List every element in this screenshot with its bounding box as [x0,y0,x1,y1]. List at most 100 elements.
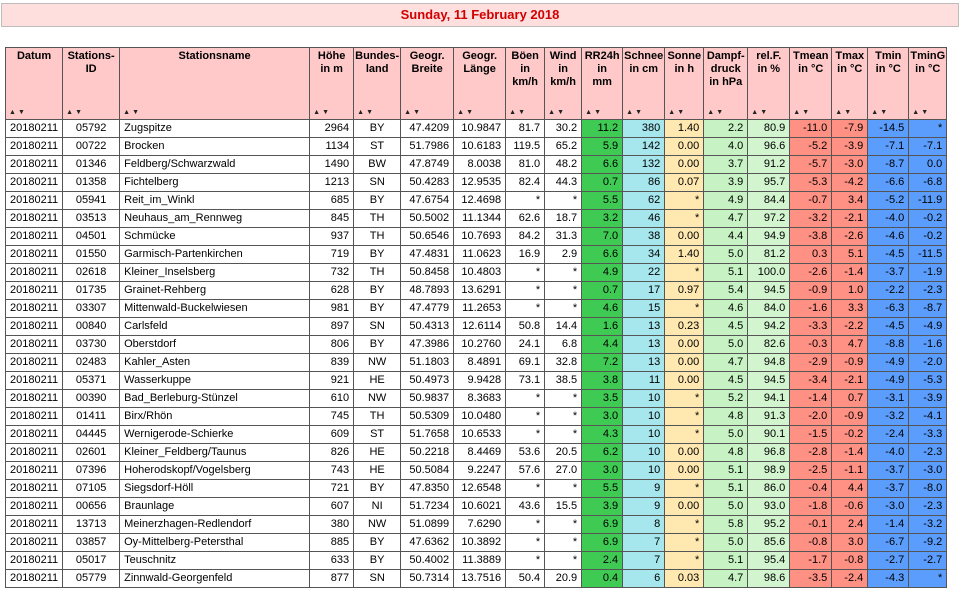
cell-relf: 95.4 [747,551,791,570]
sort-desc-icon[interactable]: ▼ [366,109,375,116]
sort-desc-icon[interactable]: ▼ [921,109,931,116]
sort-asc-icon[interactable]: ▲ [313,109,323,116]
column-header-tmax[interactable]: Tmax in °C ▲▼ [831,47,869,120]
cell-stationsname: Schmücke [119,227,311,246]
cell-stationsname: Kleiner_Feldberg/Taunus [119,443,311,462]
sort-desc-icon[interactable]: ▼ [518,109,527,116]
sort-asc-icon[interactable]: ▲ [509,109,519,116]
cell-stationsname: Zugspitze [119,119,311,138]
sort-desc-icon[interactable]: ▼ [557,109,566,116]
cell-tmax: -0.9 [831,353,869,372]
cell-boeen: 43.6 [505,497,546,516]
cell-bundesland: BY [353,551,402,570]
cell-tming: 0.0 [908,155,948,174]
sort-asc-icon[interactable]: ▲ [912,109,922,116]
sort-desc-icon[interactable]: ▼ [716,109,726,116]
sort-asc-icon[interactable]: ▲ [123,109,133,116]
sort-asc-icon[interactable]: ▲ [404,109,414,116]
sort-desc-icon[interactable]: ▼ [466,109,475,116]
cell-geogr-breite: 50.5309 [400,407,455,426]
cell-boeen: * [505,551,546,570]
sort-desc-icon[interactable]: ▼ [17,109,27,116]
column-header-boeen[interactable]: Böen in km/h ▲▼ [505,47,546,120]
sort-desc-icon[interactable]: ▼ [844,109,854,116]
sort-asc-icon[interactable]: ▲ [793,109,803,116]
sort-asc-icon[interactable]: ▲ [626,109,636,116]
cell-wind: 27.0 [544,461,583,480]
cell-tmax: -0.2 [831,425,869,444]
column-header-sonne[interactable]: Sonne in h ▲▼ [664,47,705,120]
cell-boeen: 62.6 [505,209,546,228]
sort-asc-icon[interactable]: ▲ [871,109,881,116]
column-header-bundesland[interactable]: Bundes- land ▲▼ [353,47,402,120]
cell-schnee: 34 [622,245,666,264]
cell-stations-id: 04445 [62,425,121,444]
sort-desc-icon[interactable]: ▼ [413,109,422,116]
sort-asc-icon[interactable]: ▲ [548,109,558,116]
cell-stationsname: Birx/Rhön [119,407,311,426]
sort-desc-icon[interactable]: ▼ [760,109,770,116]
cell-tming: * [908,119,948,138]
cell-hoehe: 937 [309,227,355,246]
column-header-datum[interactable]: Datum ▲▼ [4,47,64,120]
cell-stationsname: Kahler_Asten [119,353,311,372]
cell-geogr-laenge: 13.7516 [453,569,507,588]
sort-asc-icon[interactable]: ▲ [835,109,845,116]
cell-wind: 65.2 [544,137,583,156]
cell-tmean: -1.5 [789,425,833,444]
sort-asc-icon[interactable]: ▲ [707,109,717,116]
cell-wind: 30.2 [544,119,583,138]
sort-desc-icon[interactable]: ▼ [594,109,603,116]
column-header-schnee[interactable]: Schnee in cm ▲▼ [622,47,666,120]
cell-tmax: -0.8 [831,551,869,570]
table-row: 20180211 13713 Meinerzhagen-Redlendorf 380 N… [4,515,948,534]
sort-desc-icon[interactable]: ▼ [635,109,644,116]
sort-asc-icon[interactable]: ▲ [751,109,761,116]
cell-geogr-laenge: 10.9847 [453,119,507,138]
cell-geogr-laenge: 8.3683 [453,389,507,408]
table-row: 20180211 02618 Kleiner_Inselsberg 732 TH 50.8… [4,263,948,282]
cell-relf: 86.0 [747,479,791,498]
cell-datum: 20180211 [4,317,64,336]
cell-wind: 20.5 [544,443,583,462]
sort-asc-icon[interactable]: ▲ [9,109,18,116]
sort-asc-icon[interactable]: ▲ [66,109,76,116]
table-row: 20180211 07105 Siegsdorf-Höll 721 BY 47.8350 1… [4,479,948,498]
sort-desc-icon[interactable]: ▼ [132,109,141,116]
cell-datum: 20180211 [4,335,64,354]
cell-datum: 20180211 [4,155,64,174]
cell-relf: 94.1 [747,389,791,408]
cell-boeen: 82.4 [505,173,546,192]
column-header-stationsname[interactable]: Stationsname ▲▼ [119,47,311,120]
column-header-hoehe[interactable]: Höhe in m ▲▼ [309,47,355,120]
sort-asc-icon[interactable]: ▲ [357,109,367,116]
sort-asc-icon[interactable]: ▲ [585,109,595,116]
column-header-wind[interactable]: Wind in km/h ▲▼ [544,47,583,120]
column-header-rr24h[interactable]: RR24h in mm ▲▼ [581,47,624,120]
sort-desc-icon[interactable]: ▼ [802,109,812,116]
sort-desc-icon[interactable]: ▼ [677,109,687,116]
column-header-relf[interactable]: rel.F. in % ▲▼ [747,47,791,120]
column-header-tmin[interactable]: Tmin in °C ▲▼ [867,47,910,120]
sort-asc-icon[interactable]: ▲ [457,109,467,116]
cell-bundesland: NW [353,389,402,408]
cell-tming: -8.0 [908,479,948,498]
cell-tmin: -4.9 [867,371,910,390]
cell-relf: 94.5 [747,281,791,300]
cell-stationsname: Wasserkuppe [119,371,311,390]
column-header-geogr-laenge[interactable]: Geogr. Länge ▲▼ [453,47,507,120]
sort-desc-icon[interactable]: ▼ [880,109,890,116]
column-header-stations-id[interactable]: Stations- ID ▲▼ [62,47,121,120]
column-header-tming[interactable]: TminG in °C ▲▼ [908,47,948,120]
column-header-tmean[interactable]: Tmean in °C ▲▼ [789,47,833,120]
sort-desc-icon[interactable]: ▼ [322,109,331,116]
column-label-hoehe: Höhe in m [317,50,346,75]
cell-sonne: 1.40 [664,245,705,264]
cell-boeen: 50.8 [505,317,546,336]
column-header-geogr-breite[interactable]: Geogr. Breite ▲▼ [400,47,455,120]
column-label-tmax: Tmax in °C [835,50,865,75]
sort-desc-icon[interactable]: ▼ [75,109,84,116]
sort-asc-icon[interactable]: ▲ [668,109,678,116]
cell-sonne: 0.00 [664,137,705,156]
column-header-dampfdruck[interactable]: Dampf- druck in hPa ▲▼ [703,47,749,120]
